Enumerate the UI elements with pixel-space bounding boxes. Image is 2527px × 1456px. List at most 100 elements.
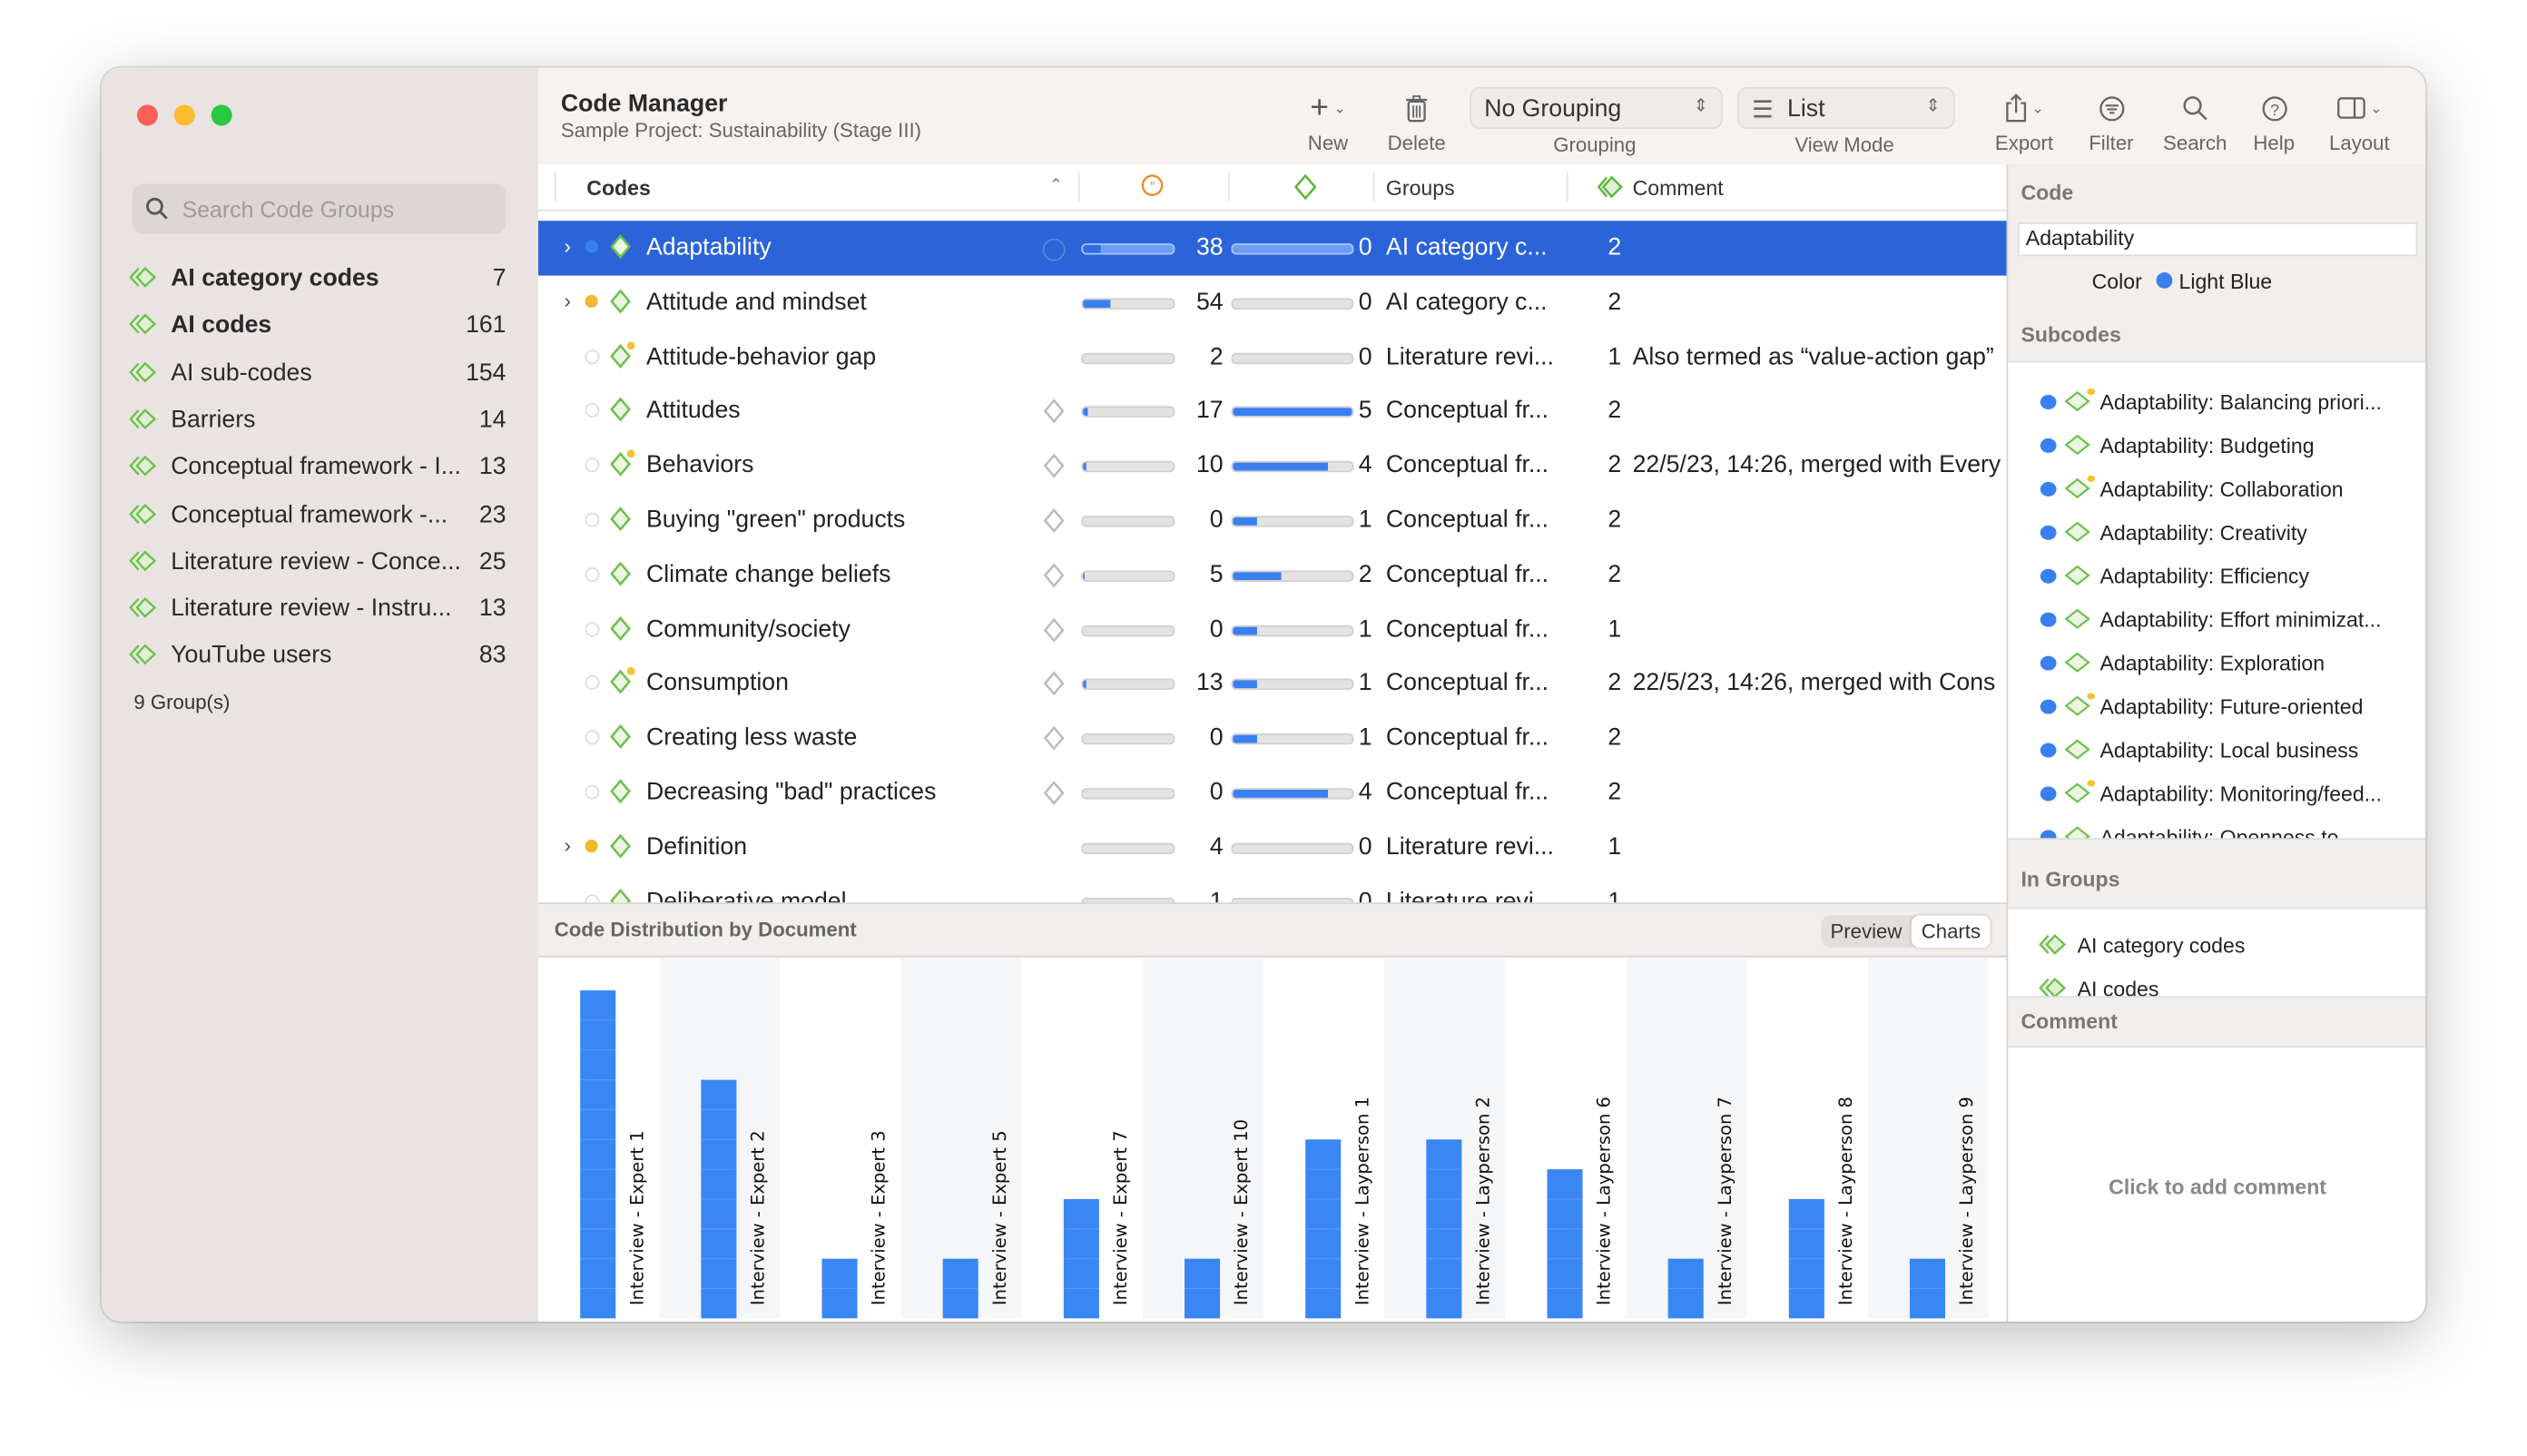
bar[interactable] bbox=[580, 990, 616, 1319]
memo-diamond-icon[interactable] bbox=[1043, 616, 1066, 649]
color-dot bbox=[2040, 743, 2057, 758]
export-button[interactable]: ⌄ Export bbox=[1992, 90, 2057, 154]
group-item[interactable]: AI category codes bbox=[2008, 929, 2425, 972]
delete-button[interactable]: Delete bbox=[1384, 90, 1449, 154]
color-dot bbox=[585, 675, 600, 691]
memo-diamond-icon[interactable] bbox=[1043, 725, 1066, 758]
column-groups[interactable]: Groups bbox=[1385, 175, 1455, 201]
sort-ascending-icon[interactable]: ⌃ bbox=[1048, 177, 1063, 195]
color-dot bbox=[585, 566, 600, 582]
sidebar-item[interactable]: Literature review - Instru... 13 bbox=[129, 588, 506, 630]
sidebar-item[interactable]: Conceptual framework - I... 13 bbox=[129, 447, 506, 488]
subcode-item[interactable]: Adaptability: Openness to... bbox=[2008, 821, 2425, 839]
column-codes[interactable]: Codes bbox=[586, 175, 651, 201]
chevron-down-icon: ⌄ bbox=[1333, 99, 1346, 115]
memo-diamond-icon[interactable] bbox=[1043, 507, 1066, 540]
grouping-select[interactable]: No Grouping ⇕ bbox=[1470, 86, 1724, 130]
group-item[interactable]: AI codes bbox=[2008, 972, 2425, 997]
memo-diamond-icon[interactable] bbox=[1043, 671, 1066, 703]
sidebar-item[interactable]: Literature review - Conce... 25 bbox=[129, 541, 506, 583]
code-name: Adaptability bbox=[645, 233, 772, 261]
minimize-button[interactable] bbox=[173, 104, 195, 126]
sidebar-item-count: 7 bbox=[492, 264, 506, 292]
table-row[interactable]: Attitudes 17 5 Conceptual fr... 2 bbox=[538, 384, 2006, 438]
group-label: AI category codes bbox=[2077, 933, 2246, 958]
table-row[interactable]: Climate change beliefs 5 2 Conceptual fr...… bbox=[538, 547, 2006, 602]
memo-diamond-icon[interactable] bbox=[1043, 780, 1066, 812]
subcode-item[interactable]: Adaptability: Monitoring/feed... bbox=[2008, 777, 2425, 821]
table-row[interactable]: Attitude-behavior gap 2 0 Literature revi..… bbox=[538, 330, 2006, 384]
sidebar-item[interactable]: Barriers 14 bbox=[129, 399, 506, 441]
sidebar-item[interactable]: AI category codes 7 bbox=[129, 258, 506, 300]
table-row[interactable]: Buying "green" products 0 1 Conceptual fr..… bbox=[538, 493, 2006, 547]
subcode-item[interactable]: Adaptability: Local business bbox=[2008, 733, 2425, 777]
zoom-button[interactable] bbox=[211, 104, 232, 126]
memo-diamond-icon[interactable] bbox=[1043, 398, 1066, 431]
category-label: Interview - Expert 5 bbox=[989, 1130, 1010, 1305]
tab-preview[interactable]: Preview bbox=[1830, 920, 1903, 943]
view-mode-select[interactable]: ☰ List ⇕ bbox=[1736, 86, 1955, 130]
color-value[interactable]: Light Blue bbox=[2178, 269, 2273, 294]
close-button[interactable] bbox=[136, 104, 158, 126]
quotation-bar bbox=[1081, 461, 1175, 473]
search-button[interactable]: Search bbox=[2158, 90, 2232, 154]
new-button[interactable]: + ⌄ New bbox=[1301, 90, 1355, 155]
filter-label: Filter bbox=[2089, 132, 2134, 155]
sidebar-item[interactable]: Conceptual framework -... 23 bbox=[129, 494, 506, 536]
memo-icon[interactable] bbox=[1042, 238, 1066, 261]
color-swatch[interactable] bbox=[2156, 272, 2173, 289]
column-comment[interactable]: Comment bbox=[1632, 175, 1724, 201]
code-name-field[interactable]: Adaptability bbox=[2017, 222, 2418, 257]
tab-charts[interactable]: Charts bbox=[1912, 915, 1991, 948]
category-label: Interview - Expert 3 bbox=[869, 1130, 890, 1305]
subcode-item[interactable]: Adaptability: Effort minimizat... bbox=[2008, 603, 2425, 646]
code-diamond-icon[interactable] bbox=[1293, 173, 1317, 205]
disclosure-chevron-icon[interactable]: › bbox=[564, 832, 572, 858]
subcode-item[interactable]: Adaptability: Creativity bbox=[2008, 516, 2425, 559]
quotation-count: 54 bbox=[1195, 288, 1224, 316]
table-row[interactable]: Community/society 0 1 Conceptual fr... 1 bbox=[538, 602, 2006, 656]
bar[interactable] bbox=[1547, 1169, 1583, 1319]
comment-area[interactable]: Click to add comment bbox=[2008, 1046, 2426, 1322]
code-icon bbox=[2063, 825, 2092, 839]
search-icon bbox=[2183, 96, 2207, 121]
table-row[interactable]: › Definition 4 0 Literature revi... 1 bbox=[538, 820, 2006, 874]
subcode-label: Adaptability: Collaboration bbox=[2099, 477, 2344, 502]
memo-diamond-icon[interactable] bbox=[1043, 562, 1066, 595]
subcodes-list: Adaptability: Balancing priori... Adaptab… bbox=[2008, 360, 2426, 841]
subcode-item[interactable]: Adaptability: Balancing priori... bbox=[2008, 385, 2425, 428]
filter-button[interactable]: Filter bbox=[2082, 90, 2140, 154]
table-row[interactable]: Behaviors 10 4 Conceptual fr... 2 22/5/23, 14… bbox=[538, 438, 2006, 493]
project-subtitle: Sample Project: Sustainability (Stage II… bbox=[560, 119, 922, 143]
subcode-item[interactable]: Adaptability: Efficiency bbox=[2008, 559, 2425, 603]
memo-diamond-icon[interactable] bbox=[1043, 453, 1066, 486]
subcode-item[interactable]: Adaptability: Exploration bbox=[2008, 646, 2425, 690]
quotation-icon[interactable]: ” bbox=[1141, 174, 1164, 202]
subcode-item[interactable]: Adaptability: Budgeting bbox=[2008, 428, 2425, 472]
subcode-item[interactable]: Adaptability: Future-oriented bbox=[2008, 690, 2425, 733]
sidebar-item[interactable]: AI sub-codes 154 bbox=[129, 352, 506, 394]
table-row[interactable]: › Attitude and mindset 54 0 AI category c...… bbox=[538, 275, 2006, 330]
layout-button[interactable]: ⌄ Layout bbox=[2324, 90, 2394, 154]
sidebar-item-count: 161 bbox=[466, 311, 506, 339]
code-icon bbox=[2063, 434, 2092, 461]
help-label: Help bbox=[2253, 132, 2296, 155]
table-row[interactable]: Consumption 13 1 Conceptual fr... 2 22/5/23, … bbox=[538, 656, 2006, 711]
group-count: 1 bbox=[1608, 342, 1622, 370]
code-group-icon[interactable] bbox=[1597, 174, 1623, 205]
disclosure-chevron-icon[interactable]: › bbox=[564, 288, 572, 313]
sidebar-item[interactable]: YouTube users 83 bbox=[129, 635, 506, 677]
table-row[interactable]: Decreasing "bad" practices 0 4 Conceptual f… bbox=[538, 765, 2006, 820]
table-row[interactable]: Deliberative model 1 0 Literature revi... 1 bbox=[538, 874, 2006, 903]
disclosure-chevron-icon[interactable]: › bbox=[564, 233, 572, 259]
color-dot bbox=[585, 240, 598, 253]
search-code-groups-input[interactable]: Search Code Groups bbox=[132, 183, 506, 234]
subcode-item[interactable]: Adaptability: Collaboration bbox=[2008, 472, 2425, 516]
sidebar-item[interactable]: AI codes 161 bbox=[129, 305, 506, 347]
code-bar bbox=[1231, 298, 1354, 310]
table-row[interactable]: Creating less waste 0 1 Conceptual fr... 2 bbox=[538, 711, 2006, 765]
code-icon bbox=[2063, 738, 2092, 765]
table-row[interactable]: › Adaptability 38 0 AI category c... 2 bbox=[538, 221, 2007, 276]
help-button[interactable]: ? Help bbox=[2248, 90, 2300, 154]
quotation-count: 0 bbox=[1209, 778, 1224, 806]
